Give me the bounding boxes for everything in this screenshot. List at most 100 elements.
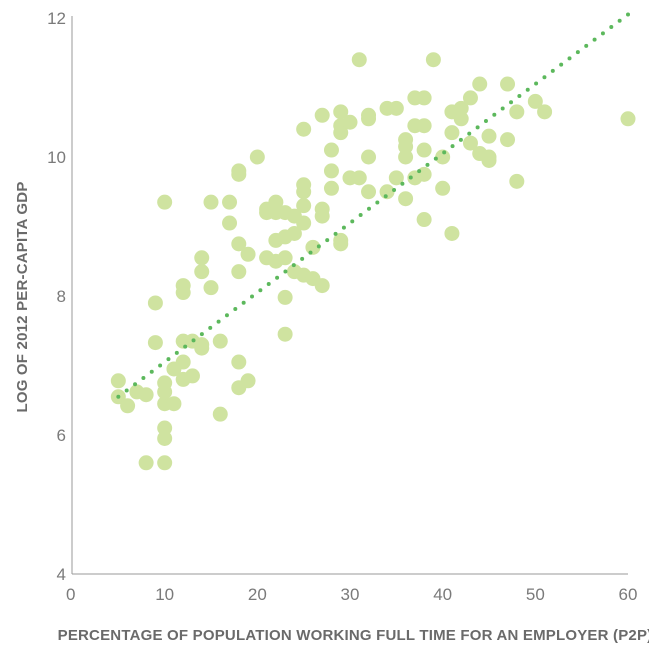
data-point [398, 191, 414, 207]
data-point [342, 114, 358, 130]
trendline-dot [609, 25, 614, 30]
trendline-dot [191, 338, 196, 343]
data-point [481, 149, 497, 165]
x-tick-label: 40 [433, 585, 452, 604]
y-tick-label: 10 [47, 148, 66, 167]
data-point [444, 225, 460, 241]
trendline-dot [316, 244, 321, 249]
data-point [296, 198, 312, 214]
trendline-dot [166, 357, 171, 362]
data-point [231, 354, 247, 370]
data-point [286, 225, 302, 241]
y-tick-label: 12 [47, 9, 66, 28]
trendline-dot [475, 125, 480, 130]
data-point [500, 132, 516, 148]
data-point [361, 107, 377, 123]
data-point [231, 264, 247, 280]
y-axis-title: LOG OF 2012 PER-CAPITA GDP [14, 181, 31, 412]
data-point [194, 250, 210, 266]
trendline-dot [600, 31, 605, 36]
trendline-dot [433, 156, 438, 161]
data-point [222, 194, 238, 210]
trendline-dot [408, 175, 413, 180]
trendline-dot [275, 275, 280, 280]
trendline-dot [575, 50, 580, 55]
data-point [425, 52, 441, 68]
data-point [147, 335, 163, 351]
x-tick-label: 50 [526, 585, 545, 604]
data-point [157, 375, 173, 391]
data-point [231, 236, 247, 252]
data-point [175, 354, 191, 370]
trendline-dot [266, 281, 271, 286]
data-point [231, 163, 247, 179]
data-point [537, 104, 553, 120]
trendline [116, 12, 630, 399]
trendline-dot [517, 93, 522, 98]
data-point [416, 142, 432, 158]
data-point [194, 337, 210, 353]
trendline-dot [400, 181, 405, 186]
trendline-dot [442, 150, 447, 155]
data-points [110, 52, 636, 471]
trendline-dot [567, 56, 572, 61]
trendline-dot [341, 225, 346, 230]
data-point [388, 170, 404, 186]
trendline-dot [208, 325, 213, 330]
data-point [277, 326, 293, 342]
data-point [416, 166, 432, 182]
data-point [277, 289, 293, 305]
data-point [296, 121, 312, 137]
data-point [444, 125, 460, 141]
data-point [296, 215, 312, 231]
data-point [314, 201, 330, 217]
trendline-dot [358, 213, 363, 218]
trendline-dot [250, 294, 255, 299]
trendline-dot [350, 219, 355, 224]
data-point [203, 280, 219, 296]
data-point [379, 184, 395, 200]
trendline-dot [124, 388, 129, 393]
data-point [203, 194, 219, 210]
y-tick-label: 8 [57, 287, 66, 306]
trendline-dot [375, 200, 380, 205]
trendline-dot [509, 100, 514, 105]
data-point [323, 180, 339, 196]
x-tick-label: 60 [619, 585, 638, 604]
data-point [138, 387, 154, 403]
data-point [138, 455, 154, 471]
data-point [416, 118, 432, 134]
data-point [453, 100, 469, 116]
data-point [157, 455, 173, 471]
data-point [268, 194, 284, 210]
trendline-dot [199, 332, 204, 337]
data-point [435, 149, 451, 165]
data-point [351, 52, 367, 68]
trendline-dot [467, 131, 472, 136]
data-point [157, 194, 173, 210]
data-point [416, 90, 432, 106]
trendline-dot [617, 18, 622, 23]
data-point [157, 430, 173, 446]
data-point [509, 104, 525, 120]
trendline-dot [158, 363, 163, 368]
data-point [157, 420, 173, 436]
data-point [398, 149, 414, 165]
data-point [194, 264, 210, 280]
trendline-dot [216, 319, 221, 324]
trendline-dot [525, 87, 530, 92]
trendline-dot [149, 369, 154, 374]
trendline-dot [584, 43, 589, 48]
y-tick-label: 6 [57, 426, 66, 445]
trendline-dot [333, 231, 338, 236]
data-point [361, 184, 377, 200]
tick-labels: 4 6 8 10 12 0 10 20 30 40 50 60 [47, 9, 637, 604]
data-point [184, 368, 200, 384]
data-point [175, 278, 191, 294]
trendline-dot [492, 112, 497, 117]
trendline-dot [258, 288, 263, 293]
data-point [527, 93, 543, 109]
data-point [240, 373, 256, 389]
trendline-dot [183, 344, 188, 349]
data-point [416, 212, 432, 228]
